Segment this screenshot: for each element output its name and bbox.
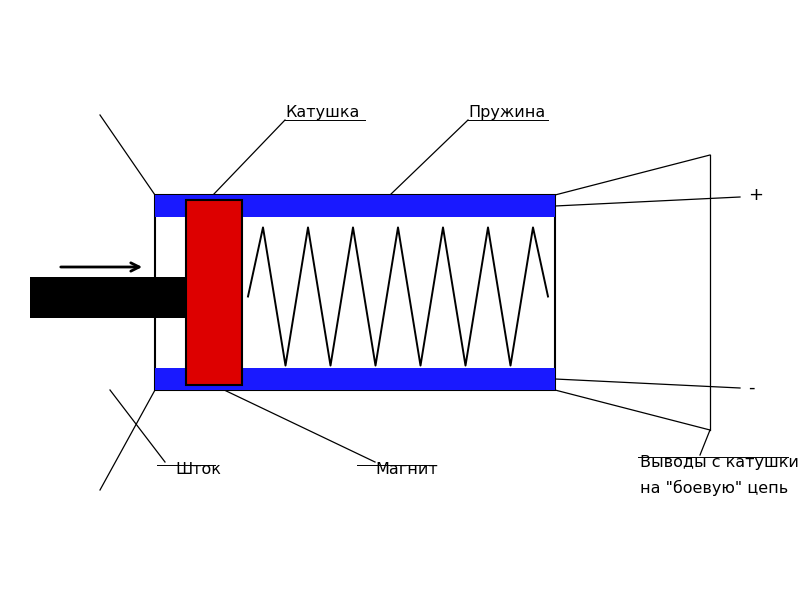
Text: +: +: [748, 186, 763, 204]
Text: Выводы с катушки: Выводы с катушки: [640, 455, 799, 470]
Text: -: -: [748, 379, 754, 397]
Text: Катушка: Катушка: [285, 104, 359, 119]
Text: Пружина: Пружина: [468, 104, 546, 119]
Text: Шток: Шток: [175, 462, 221, 477]
Bar: [155, 195, 555, 390]
Bar: [155, 195, 555, 217]
Bar: [186, 200, 242, 385]
Bar: [30, 277, 186, 318]
Text: Магнит: Магнит: [375, 462, 438, 477]
Text: на "боевую" цепь: на "боевую" цепь: [640, 480, 788, 496]
Bar: [155, 368, 555, 390]
